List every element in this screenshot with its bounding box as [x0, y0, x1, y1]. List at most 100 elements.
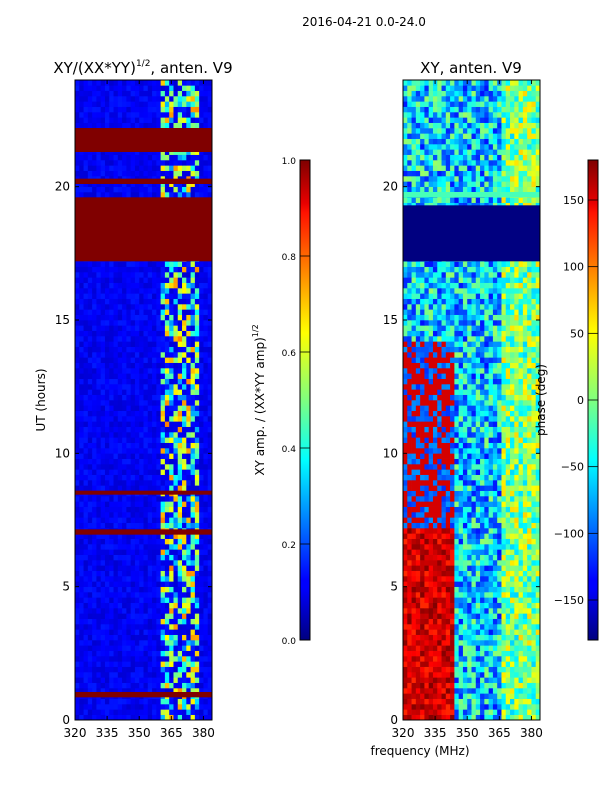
amp-heatmap-cell	[182, 85, 187, 91]
amp-heatmap-cell	[160, 389, 166, 395]
amp-heatmap-cell	[117, 554, 123, 561]
amp-heatmap-cell	[113, 704, 119, 710]
amp-heatmap-cell	[156, 272, 161, 278]
ph-heatmap-cell	[403, 650, 408, 657]
amp-heatmap-cell	[83, 181, 89, 187]
amp-heatmap-cell	[194, 634, 200, 641]
ph-heatmap-cell	[420, 602, 425, 609]
ph-heatmap-cell	[505, 698, 511, 705]
amp-heatmap-cell	[126, 272, 131, 278]
amp-heatmap-cell	[186, 266, 191, 273]
amp-heatmap-cell	[139, 160, 144, 166]
amp-heatmap-band	[75, 529, 212, 535]
amp-heatmap-cell	[96, 634, 101, 641]
ph-heatmap-cell	[514, 682, 519, 689]
amp-heatmap-cell	[199, 538, 204, 545]
amp-heatmap-cell	[199, 597, 204, 603]
amp-heatmap-cell	[139, 282, 144, 289]
amp-heatmap-cell	[203, 272, 209, 278]
amp-heatmap-cell	[199, 96, 204, 102]
amp-heatmap-cell	[92, 672, 97, 678]
amp-heatmap-cell	[203, 634, 209, 641]
ph-heatmap-cell	[441, 608, 447, 614]
amp-heatmap-cell	[100, 362, 106, 369]
ph-heatmap-cell	[437, 549, 442, 555]
amp-heatmap-cell	[160, 384, 166, 390]
amp-heatmap-cell	[169, 437, 174, 443]
amp-heatmap-cell	[143, 458, 149, 465]
amp-heatmap-cell	[87, 581, 93, 587]
amp-heatmap-cell	[130, 714, 136, 720]
amp-heatmap-cell	[147, 672, 153, 678]
amp-heatmap-cell	[194, 709, 200, 715]
amp-heatmap-cell	[104, 682, 110, 689]
amp-heatmap-cell	[169, 368, 174, 374]
amp-heatmap-cell	[182, 469, 187, 475]
ph-heatmap-cell	[488, 709, 494, 715]
ph-heatmap-cell	[497, 661, 502, 667]
amp-heatmap-cell	[104, 336, 110, 342]
amp-heatmap-cell	[96, 538, 101, 545]
amp-heatmap-cell	[173, 458, 179, 465]
amp-heatmap-cell	[199, 373, 204, 379]
amp-heatmap-cell	[207, 378, 212, 385]
ph-heatmap-cell	[407, 704, 412, 710]
amp-heatmap-cell	[75, 181, 80, 187]
amp-heatmap-cell	[126, 368, 131, 374]
amp-heatmap-cell	[79, 714, 84, 720]
amp-heatmap-cell	[117, 154, 123, 161]
amp-heatmap-cell	[194, 581, 200, 587]
ph-heatmap-cell	[450, 688, 455, 694]
amp-heatmap-cell	[147, 266, 153, 273]
amp-heatmap-cell	[109, 112, 114, 118]
amp-heatmap-cell	[87, 330, 93, 337]
amp-heatmap-cell	[130, 160, 136, 166]
amp-heatmap-cell	[117, 474, 123, 481]
amp-heatmap-cell	[186, 544, 191, 550]
amp-heatmap-cell	[169, 613, 174, 619]
amp-heatmap-cell	[87, 560, 93, 566]
amp-heatmap-cell	[207, 634, 212, 641]
amp-heatmap-cell	[122, 320, 127, 326]
amp-heatmap-cell	[130, 330, 136, 337]
amp-heatmap-cell	[117, 405, 123, 411]
ph-heatmap-cell	[488, 565, 494, 571]
amp-heatmap-cell	[79, 346, 84, 353]
amp-heatmap-cell	[83, 544, 89, 550]
amp-heatmap-cell	[207, 400, 212, 406]
amp-heatmap-cell	[139, 464, 144, 470]
amp-heatmap-cell	[139, 165, 144, 171]
amp-heatmap-cell	[96, 373, 101, 379]
amp-heatmap-cell	[104, 320, 110, 326]
amp-heatmap-cell	[177, 304, 183, 310]
amp-heatmap-cell	[143, 394, 149, 401]
ph-heatmap-cell	[424, 533, 429, 539]
amp-heatmap-cell	[79, 341, 84, 347]
amp-heatmap-cell	[79, 416, 84, 422]
amp-heatmap-cell	[109, 186, 114, 193]
amp-heatmap-cell	[182, 602, 187, 609]
amp-heatmap-cell	[134, 288, 140, 294]
ph-heatmap-cell	[454, 709, 459, 715]
amp-heatmap-cell	[190, 170, 196, 177]
amp-heatmap-cell	[207, 282, 212, 289]
amp-heatmap-cell	[156, 373, 161, 379]
amp-heatmap-cell	[139, 362, 144, 369]
amp-heatmap-cell	[203, 453, 209, 459]
amp-heatmap-cell	[130, 602, 136, 609]
amp-heatmap-cell	[190, 645, 196, 651]
amp-heatmap-cell	[147, 426, 153, 433]
amp-heatmap-cell	[109, 304, 114, 310]
amp-heatmap-cell	[83, 592, 89, 598]
amp-heatmap-cell	[199, 544, 204, 550]
ph-heatmap-cell	[420, 576, 425, 582]
amp-heatmap-cell	[126, 581, 131, 587]
ph-heatmap-cell	[441, 624, 447, 630]
amp-heatmap-cell	[152, 624, 157, 630]
amp-heatmap-cell	[173, 581, 179, 587]
amp-heatmap-cell	[100, 453, 106, 459]
amp-heatmap-cell	[203, 618, 209, 625]
ph-heatmap-cell	[475, 640, 481, 646]
ph-heatmap-cell	[445, 677, 451, 683]
